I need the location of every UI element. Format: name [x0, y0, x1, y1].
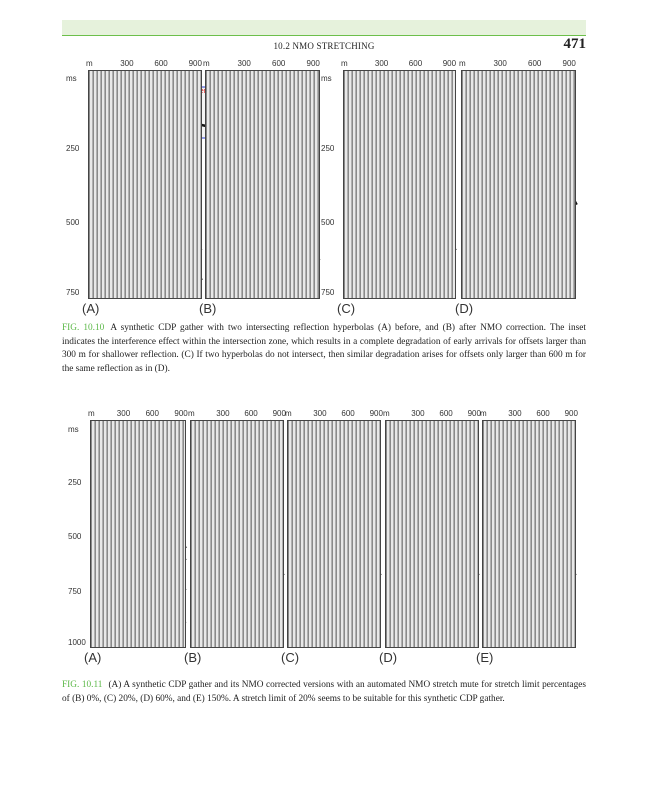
- y-tick-label: 500: [68, 532, 82, 541]
- x-tick-label: 600: [439, 409, 453, 418]
- x-tick-label: 600: [528, 59, 542, 68]
- figure-10-10-caption: FIG. 10.10 A synthetic CDP gather with tw…: [62, 322, 586, 376]
- y-tick-label: 250: [68, 478, 82, 487]
- y-tick-label: 1000: [68, 638, 86, 647]
- page-number: 471: [563, 36, 587, 52]
- x-tick-label: m: [188, 409, 195, 418]
- x-tick-label: 300: [216, 409, 230, 418]
- x-tick-label: 300: [313, 409, 327, 418]
- panel-label: (C): [281, 650, 300, 665]
- panel-label: (A): [84, 650, 102, 665]
- seismic-panel: [90, 420, 186, 648]
- x-tick-label: 900: [306, 59, 320, 68]
- x-tick-label: 300: [411, 409, 425, 418]
- y-unit-label: ms: [321, 74, 332, 83]
- panel-label: (D): [379, 650, 398, 665]
- caption-text: (A) A synthetic CDP gather and its NMO c…: [62, 680, 587, 704]
- x-tick-label: 600: [244, 409, 258, 418]
- seismic-panel: [88, 70, 202, 299]
- header-band: [62, 20, 586, 36]
- figure-10-11-caption: FIG. 10.11 (A) A synthetic CDP gather and…: [62, 679, 586, 706]
- x-tick-label: m: [459, 59, 466, 68]
- y-tick-label: 250: [66, 144, 80, 153]
- x-tick-label: 900: [369, 409, 383, 418]
- y-tick-label: 500: [321, 218, 335, 227]
- x-tick-label: 900: [562, 59, 576, 68]
- panel-label: (B): [184, 650, 202, 665]
- seismic-panel: [385, 420, 479, 648]
- x-tick-label: 900: [564, 409, 578, 418]
- y-tick-label: 750: [321, 288, 335, 297]
- x-tick-label: 300: [120, 59, 134, 68]
- seismic-panel: [190, 420, 284, 648]
- panel-label: (C): [337, 301, 356, 316]
- caption-number: FIG. 10.11: [62, 680, 103, 690]
- panel-label: (B): [199, 301, 217, 316]
- x-tick-label: m: [203, 59, 210, 68]
- x-tick-label: 900: [272, 409, 286, 418]
- y-tick-label: 750: [66, 288, 80, 297]
- x-tick-label: 900: [188, 59, 202, 68]
- x-tick-label: 300: [237, 59, 251, 68]
- y-unit-label: ms: [66, 74, 77, 83]
- x-tick-label: 600: [145, 409, 159, 418]
- seismic-panel: [461, 70, 576, 299]
- x-tick-label: m: [285, 409, 292, 418]
- x-tick-label: m: [341, 59, 348, 68]
- seismic-panel: [205, 70, 320, 299]
- x-tick-label: m: [383, 409, 390, 418]
- caption-number: FIG. 10.10: [62, 323, 105, 333]
- x-tick-label: 600: [272, 59, 286, 68]
- x-tick-label: 900: [467, 409, 481, 418]
- panel-label: (E): [476, 650, 494, 665]
- x-tick-label: m: [88, 409, 95, 418]
- x-tick-label: 300: [493, 59, 507, 68]
- running-head: 10.2 NMO STRETCHING: [273, 41, 375, 51]
- y-tick-label: 500: [66, 218, 80, 227]
- x-tick-label: m: [480, 409, 487, 418]
- panel-label: (D): [455, 301, 474, 316]
- x-tick-label: 600: [536, 409, 550, 418]
- seismic-panel: [482, 420, 576, 648]
- y-tick-label: 750: [68, 587, 82, 596]
- caption-text: A synthetic CDP gather with two intersec…: [62, 323, 586, 374]
- x-tick-label: 300: [116, 409, 131, 418]
- x-tick-label: 600: [154, 59, 168, 68]
- panel-label: (A): [82, 301, 100, 316]
- x-tick-label: m: [86, 59, 93, 68]
- seismic-panel: [287, 420, 381, 648]
- y-tick-label: 250: [321, 144, 335, 153]
- x-tick-label: 600: [341, 409, 355, 418]
- y-unit-label: ms: [68, 425, 79, 434]
- x-tick-label: 900: [442, 59, 457, 68]
- seismic-panel: [343, 70, 456, 299]
- x-tick-label: 300: [374, 59, 389, 68]
- x-tick-label: 300: [508, 409, 522, 418]
- x-tick-label: 900: [174, 409, 188, 418]
- x-tick-label: 600: [408, 59, 423, 68]
